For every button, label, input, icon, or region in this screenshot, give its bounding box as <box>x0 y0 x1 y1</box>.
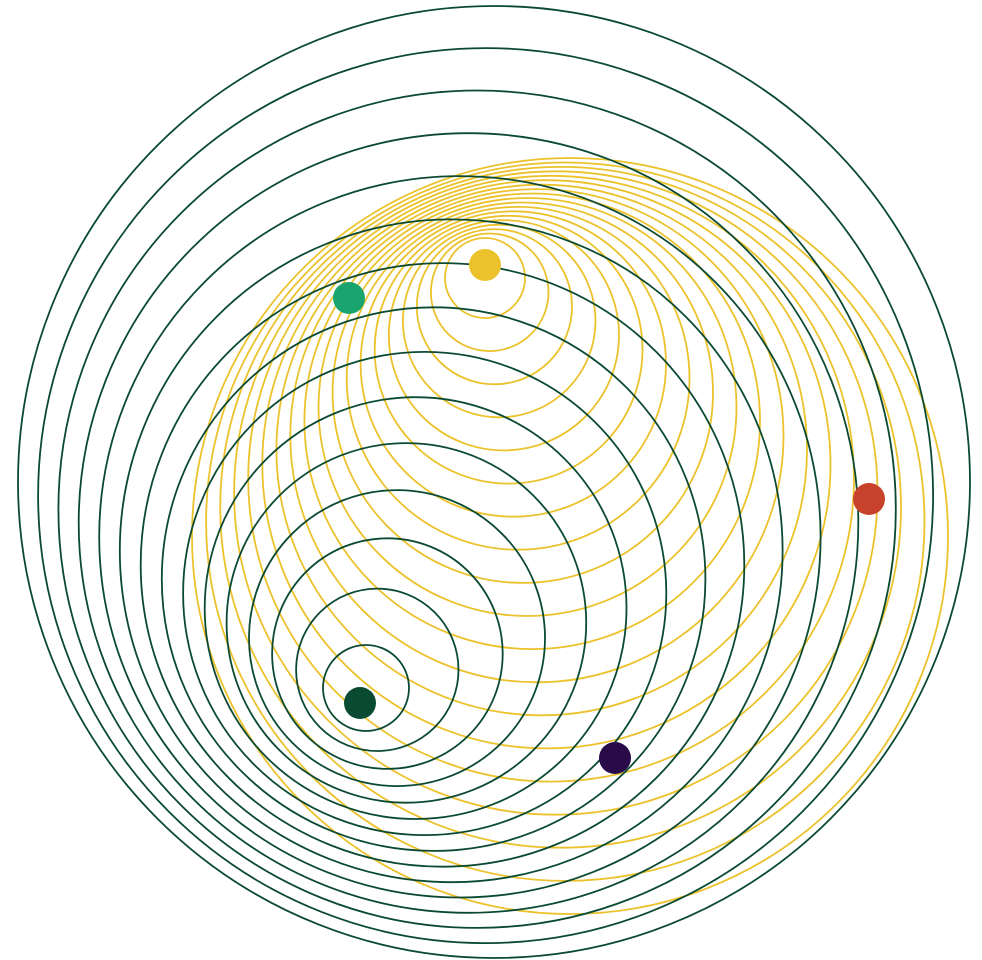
red-dot <box>853 483 885 515</box>
green-ring <box>271 537 504 770</box>
yellow-ring <box>402 223 597 419</box>
yellow-ring <box>373 214 644 485</box>
yellow-ring <box>359 210 667 518</box>
yellow-ring <box>205 161 926 882</box>
green-dot <box>344 687 376 719</box>
green-ring <box>182 350 668 837</box>
yellow-ring <box>331 201 714 584</box>
green-ring <box>57 89 897 929</box>
green-ring <box>77 132 860 914</box>
green-ring <box>98 175 822 899</box>
green-ring <box>118 218 784 884</box>
green-ring <box>295 587 460 752</box>
yellow-ring <box>233 170 879 816</box>
yellow-ring <box>317 197 738 617</box>
yellow-ring-group <box>191 157 949 915</box>
yellow-dot <box>469 249 501 281</box>
yellow-ring <box>191 157 949 915</box>
green-ring <box>139 262 746 868</box>
purple-dot <box>599 742 631 774</box>
yellow-ring <box>430 232 550 352</box>
yellow-ring <box>345 205 691 551</box>
yellow-ring <box>387 219 620 452</box>
green-ring <box>160 306 707 852</box>
green-ring <box>248 489 546 787</box>
yellow-ring <box>219 165 902 849</box>
yellow-ring <box>289 188 785 684</box>
green-ring <box>322 644 410 732</box>
teal-dot <box>333 282 365 314</box>
yellow-ring <box>444 237 526 319</box>
green-ring <box>37 47 935 945</box>
green-ring <box>225 442 588 804</box>
green-ring-group <box>17 5 971 959</box>
green-ring <box>203 396 628 820</box>
yellow-ring <box>415 228 573 386</box>
yellow-ring <box>303 192 761 650</box>
green-ring <box>17 5 971 959</box>
